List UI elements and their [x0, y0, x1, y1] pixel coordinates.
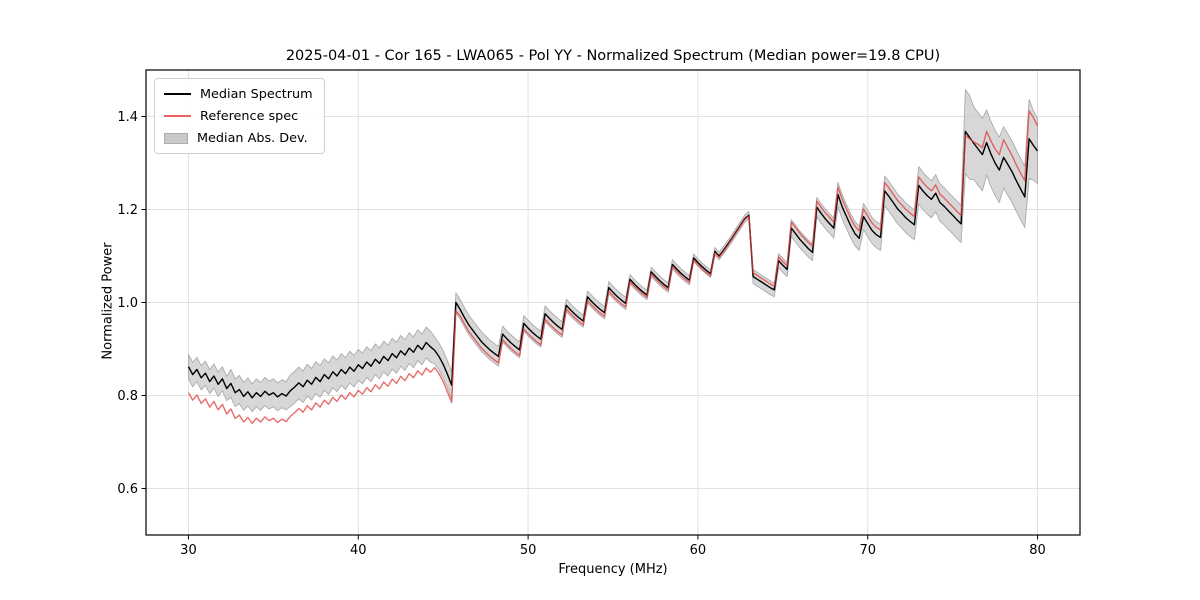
legend-label: Median Abs. Dev.: [197, 130, 308, 146]
median-line-swatch-icon: [164, 93, 191, 95]
chart-title: 2025-04-01 - Cor 165 - LWA065 - Pol YY -…: [285, 48, 941, 64]
x-tick-label: 70: [859, 543, 876, 558]
x-tick-label: 50: [520, 543, 537, 558]
x-tick-label: 60: [690, 543, 707, 558]
y-axis-label: Normalized Power: [100, 242, 116, 360]
legend-item-median-abs-dev: Median Abs. Dev.: [164, 129, 313, 147]
x-axis-label: Frequency (MHz): [558, 562, 668, 577]
mad-band-swatch-icon: [164, 132, 188, 144]
reference-spec-line: [187, 110, 1039, 425]
y-tick-label: 0.6: [117, 482, 138, 497]
x-tick-label: 30: [180, 543, 197, 558]
y-tick-label: 1.0: [117, 296, 138, 311]
y-tick-label: 1.4: [117, 110, 138, 125]
legend-label: Median Spectrum: [200, 86, 313, 102]
legend-item-median-spectrum: Median Spectrum: [164, 85, 313, 103]
plot-border: [145, 69, 1081, 536]
legend-label: Reference spec: [200, 108, 299, 124]
y-tick-label: 0.8: [117, 389, 138, 404]
y-tick-label: 1.2: [117, 203, 138, 218]
x-tick-label: 80: [1029, 543, 1046, 558]
median-spectrum-line: [187, 130, 1039, 399]
reference-line-swatch-icon: [164, 115, 191, 117]
legend-item-reference-spec: Reference spec: [164, 107, 313, 125]
mad-band: [188, 89, 1038, 413]
x-tick-label: 40: [350, 543, 367, 558]
legend: Median Spectrum Reference spec Median Ab…: [154, 78, 325, 154]
